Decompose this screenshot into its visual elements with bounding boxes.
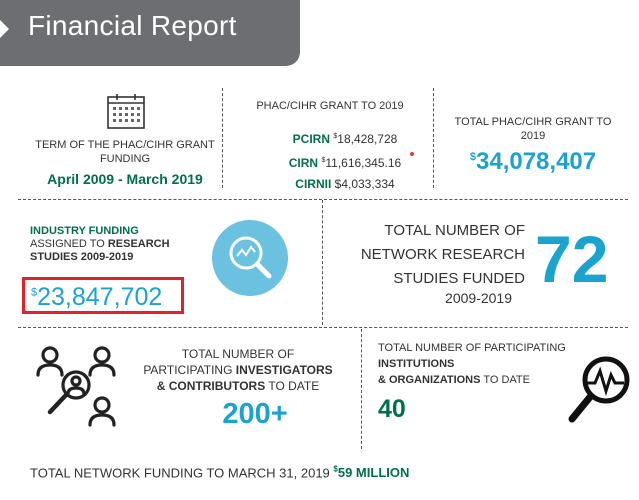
studies-years: 2009-2019 (445, 290, 512, 306)
report-banner: Financial Report (0, 0, 300, 66)
studies-label: TOTAL NUMBER OF NETWORK RESEARCH STUDIES… (360, 222, 525, 287)
investigators-value: 200+ (222, 398, 288, 430)
grant-line-cirn: CIRN $11,616,345.16 (288, 156, 402, 170)
people-network-icon (36, 346, 116, 427)
divider-vertical (322, 200, 323, 325)
grant-title: PHAC/CIHR GRANT TO 2019 (256, 100, 404, 112)
red-dot-marker (410, 152, 414, 156)
divider-vertical (433, 88, 434, 188)
industry-funding-highlight: $23,847,702 (22, 277, 184, 314)
page-title: Financial Report (28, 10, 237, 41)
industry-funding-value: $23,847,702 (31, 283, 163, 311)
grant-breakdown: PCIRN $18,428,728 CIRN $11,616,345.16 CI… (265, 126, 425, 195)
institutions-value: 40 (378, 395, 406, 423)
grant-line-pcirn: PCIRN $18,428,728 (292, 132, 398, 146)
term-dates: April 2009 - March 2019 (47, 171, 203, 187)
banner-notch (0, 20, 9, 38)
investigators-label: TOTAL NUMBER OF PARTICIPATING INVESTIGAT… (143, 347, 333, 393)
studies-value: 72 (535, 222, 609, 296)
industry-funding-label: INDUSTRY FUNDING ASSIGNED TO RESEARCH ST… (30, 225, 170, 263)
divider-horizontal (18, 327, 628, 328)
total-grant-label: TOTAL PHAC/CIHR GRANT TO 2019 (454, 116, 612, 142)
total-grant-value: $34,078,407 (469, 148, 597, 175)
divider-vertical (222, 88, 223, 188)
divider-horizontal (18, 199, 628, 200)
term-label: TERM OF THE PHAC/CIHR GRANT FUNDING (35, 139, 215, 165)
total-network-funding: TOTAL NETWORK FUNDING TO MARCH 31, 2019 … (30, 465, 410, 481)
calendar-icon (107, 94, 145, 129)
institutions-label: TOTAL NUMBER OF PARTICIPATING INSTITUTIO… (378, 342, 566, 386)
grant-line-cirnii: CIRNII $4,033,334 (295, 177, 395, 191)
divider-vertical (361, 329, 362, 449)
magnifier-chart-icon (212, 220, 288, 296)
magnifier-pulse-icon (568, 356, 630, 423)
